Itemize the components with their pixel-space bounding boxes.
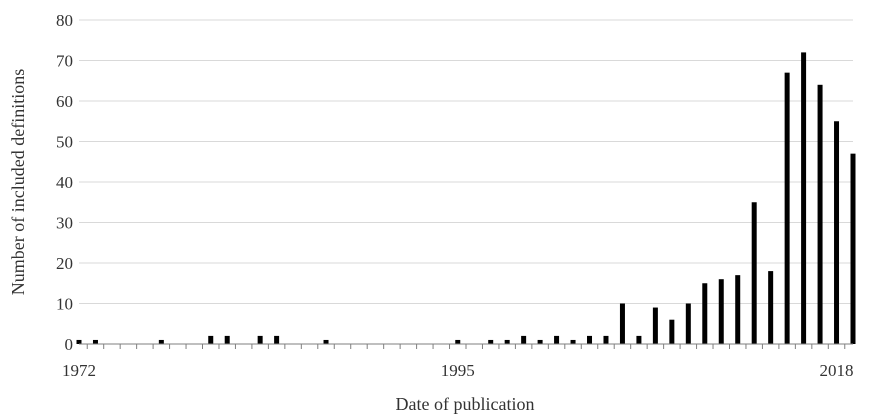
- bar: [751, 202, 757, 344]
- y-tick-label: 0: [65, 335, 74, 354]
- y-tick-labels: 0 10 20 30 40 50 60 70 80: [56, 11, 73, 354]
- x-tick-label: 2018: [820, 361, 854, 380]
- bar: [455, 339, 461, 344]
- bar: [224, 335, 230, 344]
- bar: [323, 339, 329, 344]
- bar: [801, 52, 807, 345]
- bar: [554, 335, 560, 344]
- y-tick-label: 20: [56, 254, 73, 273]
- bar: [636, 335, 642, 344]
- bar: [504, 339, 510, 344]
- y-axis-label: Number of included definitions: [8, 69, 28, 295]
- gridlines: [79, 19, 853, 304]
- y-tick-label: 70: [56, 52, 73, 71]
- bar: [850, 153, 856, 344]
- bar: [619, 303, 625, 344]
- bar: [521, 335, 527, 344]
- bar: [76, 339, 82, 344]
- x-axis-label: Date of publication: [396, 394, 535, 414]
- bar: [158, 339, 164, 344]
- bar: [208, 335, 214, 344]
- bar: [735, 275, 741, 344]
- y-tick-label: 80: [56, 11, 73, 30]
- bar: [784, 72, 790, 345]
- axes: [79, 343, 853, 349]
- bar: [685, 303, 691, 344]
- bar: [537, 339, 543, 344]
- bar: [652, 307, 658, 344]
- bar: [257, 335, 263, 344]
- bar: [488, 339, 494, 344]
- y-tick-label: 30: [56, 214, 73, 233]
- bar: [718, 279, 724, 344]
- y-tick-label: 50: [56, 133, 73, 152]
- bar: [817, 84, 823, 345]
- y-tick-label: 60: [56, 92, 73, 111]
- x-tick-label: 1972: [62, 361, 96, 380]
- x-tick-labels: 1972 1995 2018: [62, 361, 854, 380]
- bars: [76, 52, 856, 345]
- bar: [834, 121, 840, 344]
- bar: [587, 335, 593, 344]
- y-tick-label: 10: [56, 295, 73, 314]
- bar: [92, 339, 98, 344]
- bar: [274, 335, 280, 344]
- x-tick-label: 1995: [441, 361, 475, 380]
- y-tick-label: 40: [56, 173, 73, 192]
- bar: [570, 339, 576, 344]
- bar: [669, 319, 675, 344]
- bar: [603, 335, 609, 344]
- bar: [768, 271, 774, 344]
- bar: [702, 283, 708, 344]
